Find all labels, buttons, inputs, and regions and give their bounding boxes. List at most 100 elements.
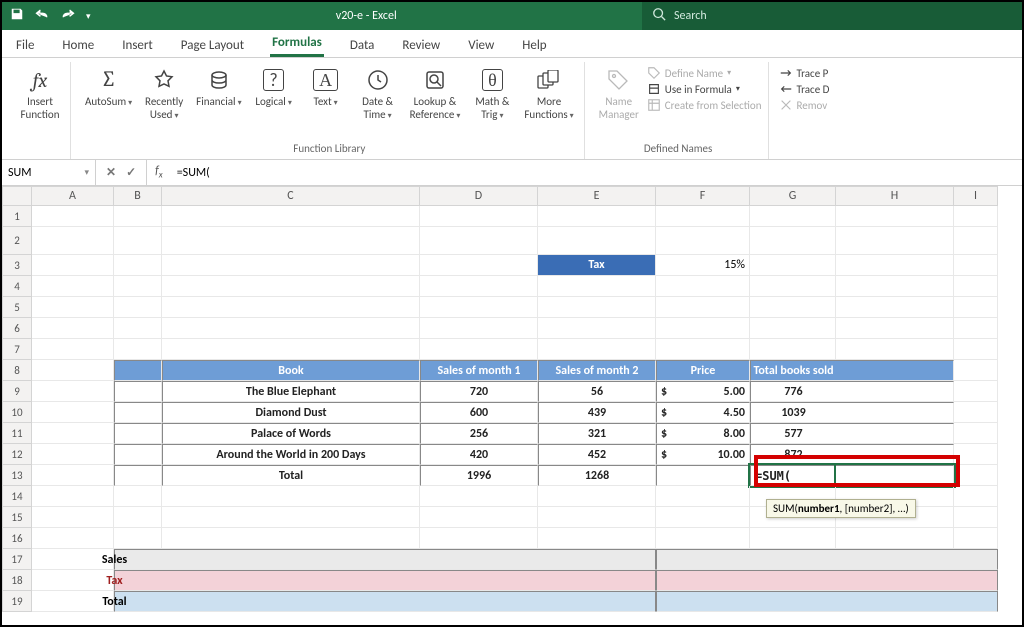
datetime-button[interactable]: Date & Time xyxy=(354,64,402,123)
math-button[interactable]: θMath & Trig xyxy=(468,64,516,123)
cell-I1[interactable] xyxy=(954,206,998,227)
row-header-14[interactable]: 14 xyxy=(2,486,32,507)
cell-I7[interactable] xyxy=(954,339,998,360)
create-from-selection-button[interactable]: Create from Selection xyxy=(647,98,762,112)
cell-F7[interactable] xyxy=(656,339,750,360)
row-header-8[interactable]: 8 xyxy=(2,360,32,381)
cell-A15[interactable] xyxy=(32,507,114,528)
more-button[interactable]: More Functions xyxy=(520,64,577,123)
cell-E17[interactable] xyxy=(538,549,656,570)
cell-C11[interactable]: Palace of Words xyxy=(162,423,420,444)
cell-D7[interactable] xyxy=(420,339,538,360)
cell-B6[interactable] xyxy=(114,318,162,339)
cell-G11[interactable]: 577 xyxy=(750,423,836,444)
cell-I15[interactable] xyxy=(954,507,998,528)
cell-A8[interactable] xyxy=(32,360,114,381)
cell-D18[interactable] xyxy=(420,570,538,591)
row-header-17[interactable]: 17 xyxy=(2,549,32,570)
tab-insert[interactable]: Insert xyxy=(120,34,155,57)
cell-D1[interactable] xyxy=(420,206,538,227)
row-header-5[interactable]: 5 xyxy=(2,297,32,318)
cell-H10[interactable] xyxy=(836,402,954,423)
cell-F1[interactable] xyxy=(656,206,750,227)
cell-E1[interactable] xyxy=(538,206,656,227)
cell-E12[interactable]: 452 xyxy=(538,444,656,465)
cell-C14[interactable] xyxy=(162,486,420,507)
cell-F14[interactable] xyxy=(656,486,750,507)
cell-F18[interactable] xyxy=(656,570,750,591)
cell-B9[interactable] xyxy=(114,381,162,402)
cell-C2[interactable] xyxy=(162,227,420,255)
cell-D5[interactable] xyxy=(420,297,538,318)
cell-G9[interactable]: 776 xyxy=(750,381,836,402)
cell-C9[interactable]: The Blue Elephant xyxy=(162,381,420,402)
cell-E3[interactable]: Tax xyxy=(538,255,656,276)
col-header-G[interactable]: G xyxy=(750,186,836,206)
name-box[interactable]: SUM▾ xyxy=(2,160,96,185)
cell-I18[interactable] xyxy=(954,570,998,591)
cell-F11[interactable]: $8.00 xyxy=(656,423,750,444)
cell-E11[interactable]: 321 xyxy=(538,423,656,444)
cell-I14[interactable] xyxy=(954,486,998,507)
cell-H5[interactable] xyxy=(836,297,954,318)
row-header-11[interactable]: 11 xyxy=(2,423,32,444)
cell-A9[interactable] xyxy=(32,381,114,402)
tab-file[interactable]: File xyxy=(14,34,36,57)
cell-F8[interactable]: Price xyxy=(656,360,750,381)
cell-A12[interactable] xyxy=(32,444,114,465)
cell-D15[interactable] xyxy=(420,507,538,528)
row-header-18[interactable]: 18 xyxy=(2,570,32,591)
cell-G18[interactable] xyxy=(750,570,836,591)
cell-H11[interactable] xyxy=(836,423,954,444)
row-header-2[interactable]: 2 xyxy=(2,227,32,255)
tab-formulas[interactable]: Formulas xyxy=(270,31,324,57)
row-header-7[interactable]: 7 xyxy=(2,339,32,360)
redo-icon[interactable] xyxy=(60,7,76,25)
row-header-3[interactable]: 3 xyxy=(2,255,32,276)
cell-G17[interactable] xyxy=(750,549,836,570)
cell-D8[interactable]: Sales of month 1 xyxy=(420,360,538,381)
cell-I12[interactable] xyxy=(954,444,998,465)
cell-H16[interactable] xyxy=(836,528,954,549)
cell-I11[interactable] xyxy=(954,423,998,444)
cell-D17[interactable] xyxy=(420,549,538,570)
cell-E16[interactable] xyxy=(538,528,656,549)
cell-B7[interactable] xyxy=(114,339,162,360)
cell-B4[interactable] xyxy=(114,276,162,297)
col-header-D[interactable]: D xyxy=(420,186,538,206)
cell-H6[interactable] xyxy=(836,318,954,339)
remove-arrows-button[interactable]: Remov xyxy=(779,98,830,112)
cell-I10[interactable] xyxy=(954,402,998,423)
cell-D2[interactable] xyxy=(420,227,538,255)
cell-F16[interactable] xyxy=(656,528,750,549)
text-button[interactable]: AText xyxy=(302,64,350,111)
cell-C4[interactable] xyxy=(162,276,420,297)
cell-H4[interactable] xyxy=(836,276,954,297)
cell-G1[interactable] xyxy=(750,206,836,227)
cell-B10[interactable] xyxy=(114,402,162,423)
cell-G16[interactable] xyxy=(750,528,836,549)
cell-A4[interactable] xyxy=(32,276,114,297)
define-name-button[interactable]: Define Name▾ xyxy=(647,66,762,80)
cell-G8[interactable]: Total books sold xyxy=(750,360,836,381)
cell-B11[interactable] xyxy=(114,423,162,444)
row-header-6[interactable]: 6 xyxy=(2,318,32,339)
cell-G10[interactable]: 1039 xyxy=(750,402,836,423)
name-manager-button[interactable]: Name Manager xyxy=(595,64,643,123)
tab-pagelayout[interactable]: Page Layout xyxy=(179,34,246,57)
cell-D12[interactable]: 420 xyxy=(420,444,538,465)
col-header-H[interactable]: H xyxy=(836,186,954,206)
cell-H3[interactable] xyxy=(836,255,954,276)
autosum-button[interactable]: ∑AutoSum xyxy=(81,64,136,111)
cell-B8[interactable] xyxy=(114,360,162,381)
cell-B5[interactable] xyxy=(114,297,162,318)
cancel-icon[interactable]: ✕ xyxy=(106,165,116,180)
row-header-19[interactable]: 19 xyxy=(2,591,32,612)
cell-F19[interactable] xyxy=(656,591,750,612)
cell-F6[interactable] xyxy=(656,318,750,339)
cell-E6[interactable] xyxy=(538,318,656,339)
cell-F17[interactable] xyxy=(656,549,750,570)
tab-review[interactable]: Review xyxy=(400,34,442,57)
cell-D4[interactable] xyxy=(420,276,538,297)
search-box[interactable]: Search xyxy=(642,2,1022,30)
